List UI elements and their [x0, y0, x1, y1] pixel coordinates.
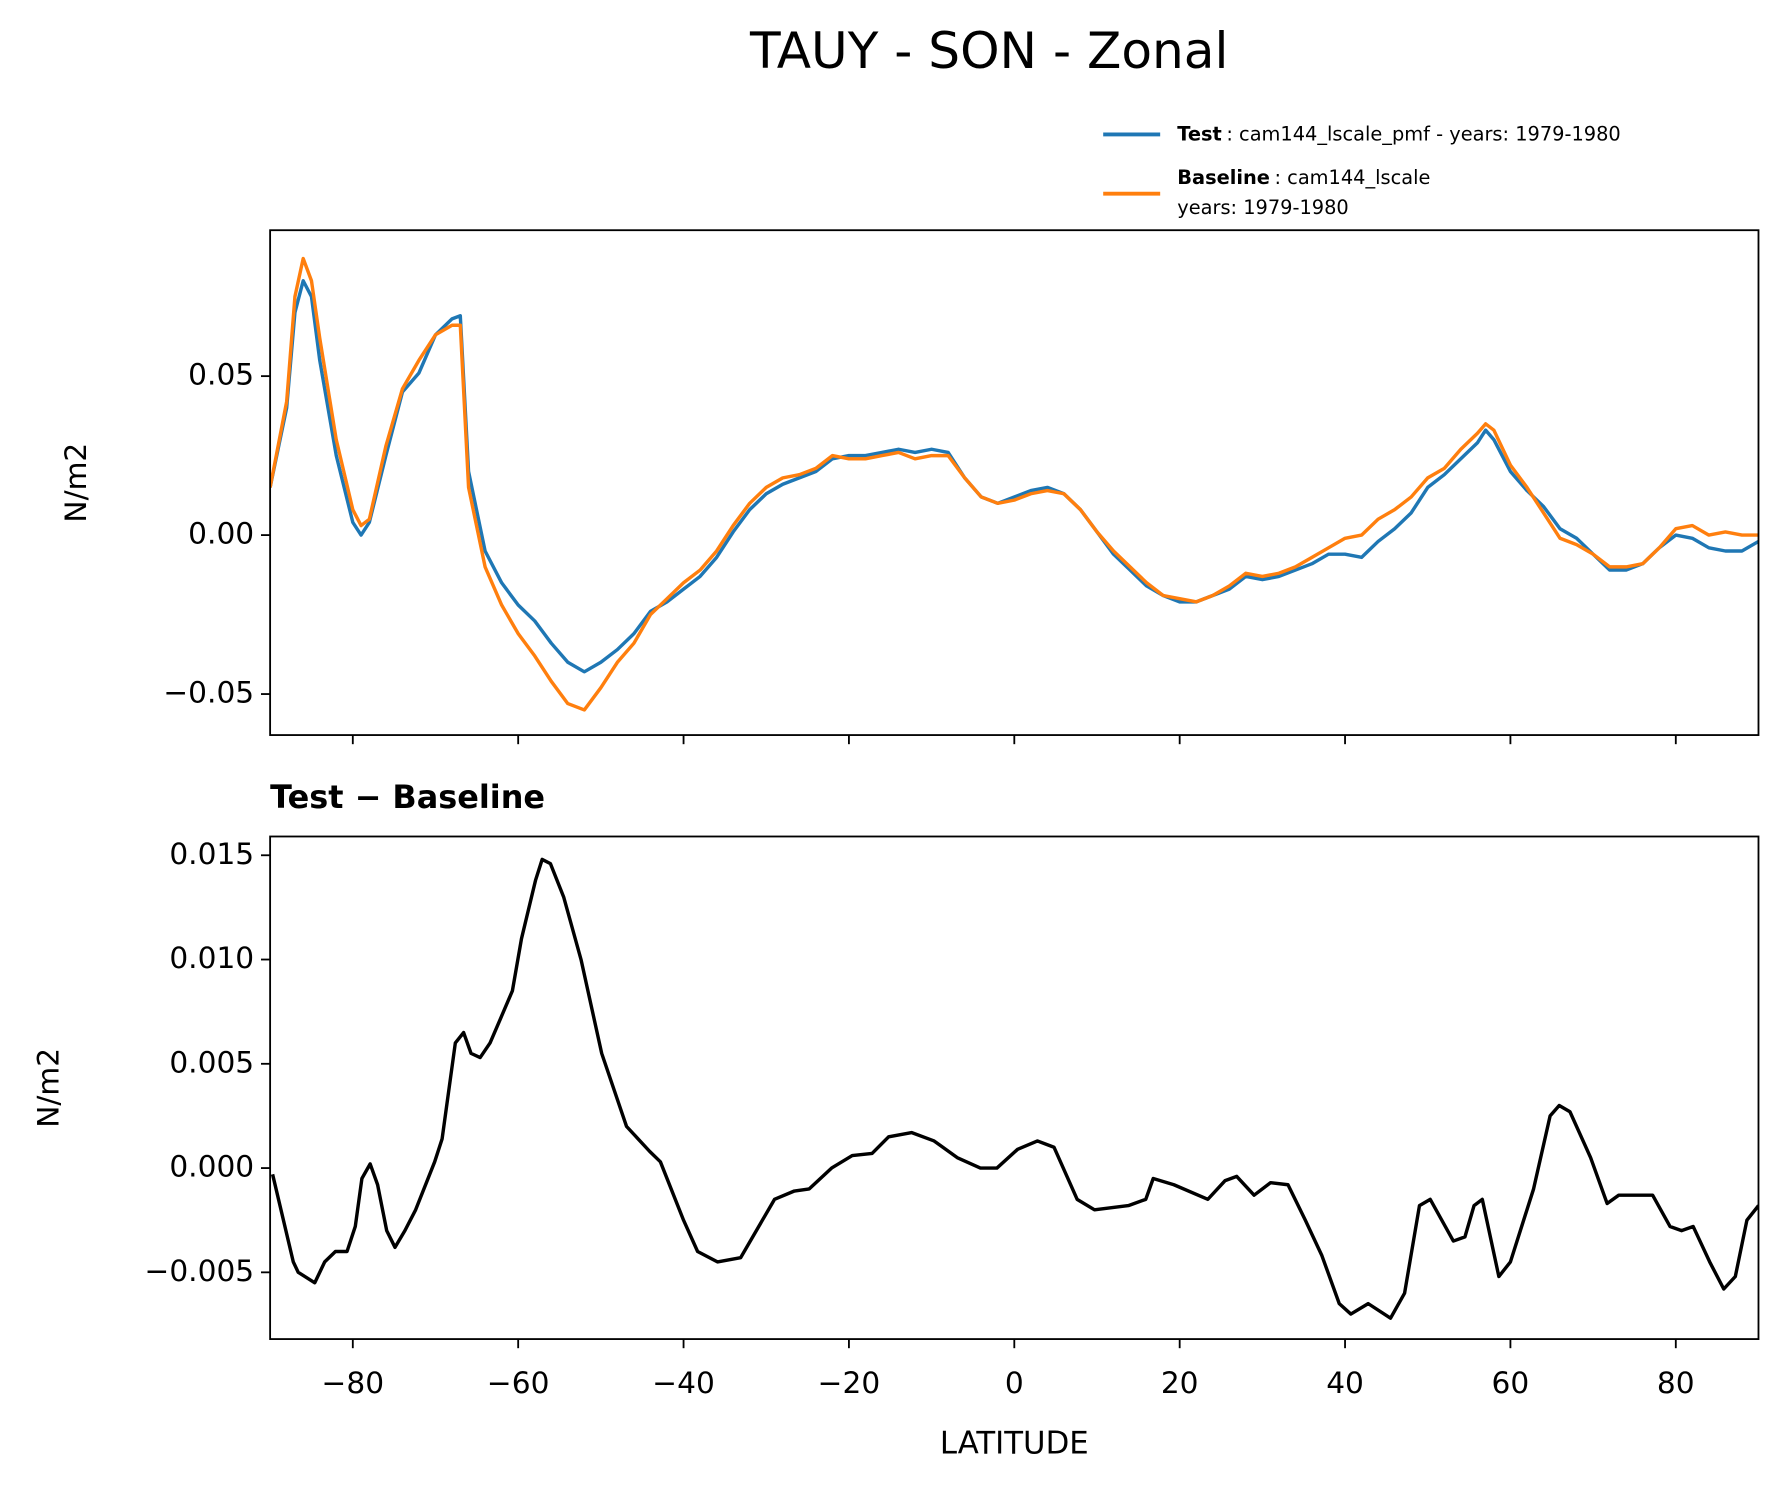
y-tick-label: 0.005 — [169, 1044, 254, 1079]
x-axis-label: LATITUDE — [940, 1426, 1089, 1462]
x-tick-label: 60 — [1492, 1365, 1530, 1400]
x-tick-label: 40 — [1326, 1365, 1364, 1400]
plot-area — [270, 256, 1759, 712]
legend-name: Test — [1177, 122, 1222, 145]
legend-name: Baseline — [1177, 165, 1270, 188]
data-line — [270, 279, 1759, 674]
legend-text: Test: cam144_lscale_pmf - years: 1979-19… — [1177, 122, 1620, 145]
x-tick-label: −40 — [652, 1365, 715, 1400]
y-tick-label: 0.015 — [169, 836, 254, 871]
legend-text: years: 1979-1980 — [1177, 196, 1348, 219]
chart-title: TAUY - SON - Zonal — [749, 21, 1228, 80]
x-tick-label: 20 — [1161, 1365, 1199, 1400]
x-tick-label: −80 — [322, 1365, 385, 1400]
x-tick-label: −60 — [487, 1365, 550, 1400]
data-line — [270, 256, 1759, 712]
legend-text: Baseline: cam144_lscale — [1177, 165, 1430, 188]
y-tick-label: 0.010 — [169, 940, 254, 975]
axes-frame — [269, 229, 1760, 736]
plot-area — [270, 857, 1759, 1320]
y-tick-label: −0.05 — [163, 675, 254, 710]
y-axis-label: N/m2 — [58, 443, 93, 523]
axes-frame — [269, 835, 1760, 1340]
x-tick-label: 80 — [1657, 1365, 1695, 1400]
y-tick-label: −0.005 — [145, 1253, 255, 1288]
data-line — [270, 857, 1759, 1320]
x-tick-label: 0 — [1005, 1365, 1024, 1400]
x-tick-label: −20 — [818, 1365, 881, 1400]
y-tick-label: 0.00 — [188, 516, 254, 551]
legend-description: : cam144_lscale — [1274, 165, 1430, 188]
y-tick-label: 0.05 — [188, 357, 254, 392]
y-tick-label: 0.000 — [169, 1149, 254, 1184]
legend-description: : cam144_lscale_pmf - years: 1979-1980 — [1226, 122, 1620, 145]
subplot-title: Test − Baseline — [270, 778, 545, 816]
y-axis-label: N/m2 — [31, 1048, 66, 1128]
